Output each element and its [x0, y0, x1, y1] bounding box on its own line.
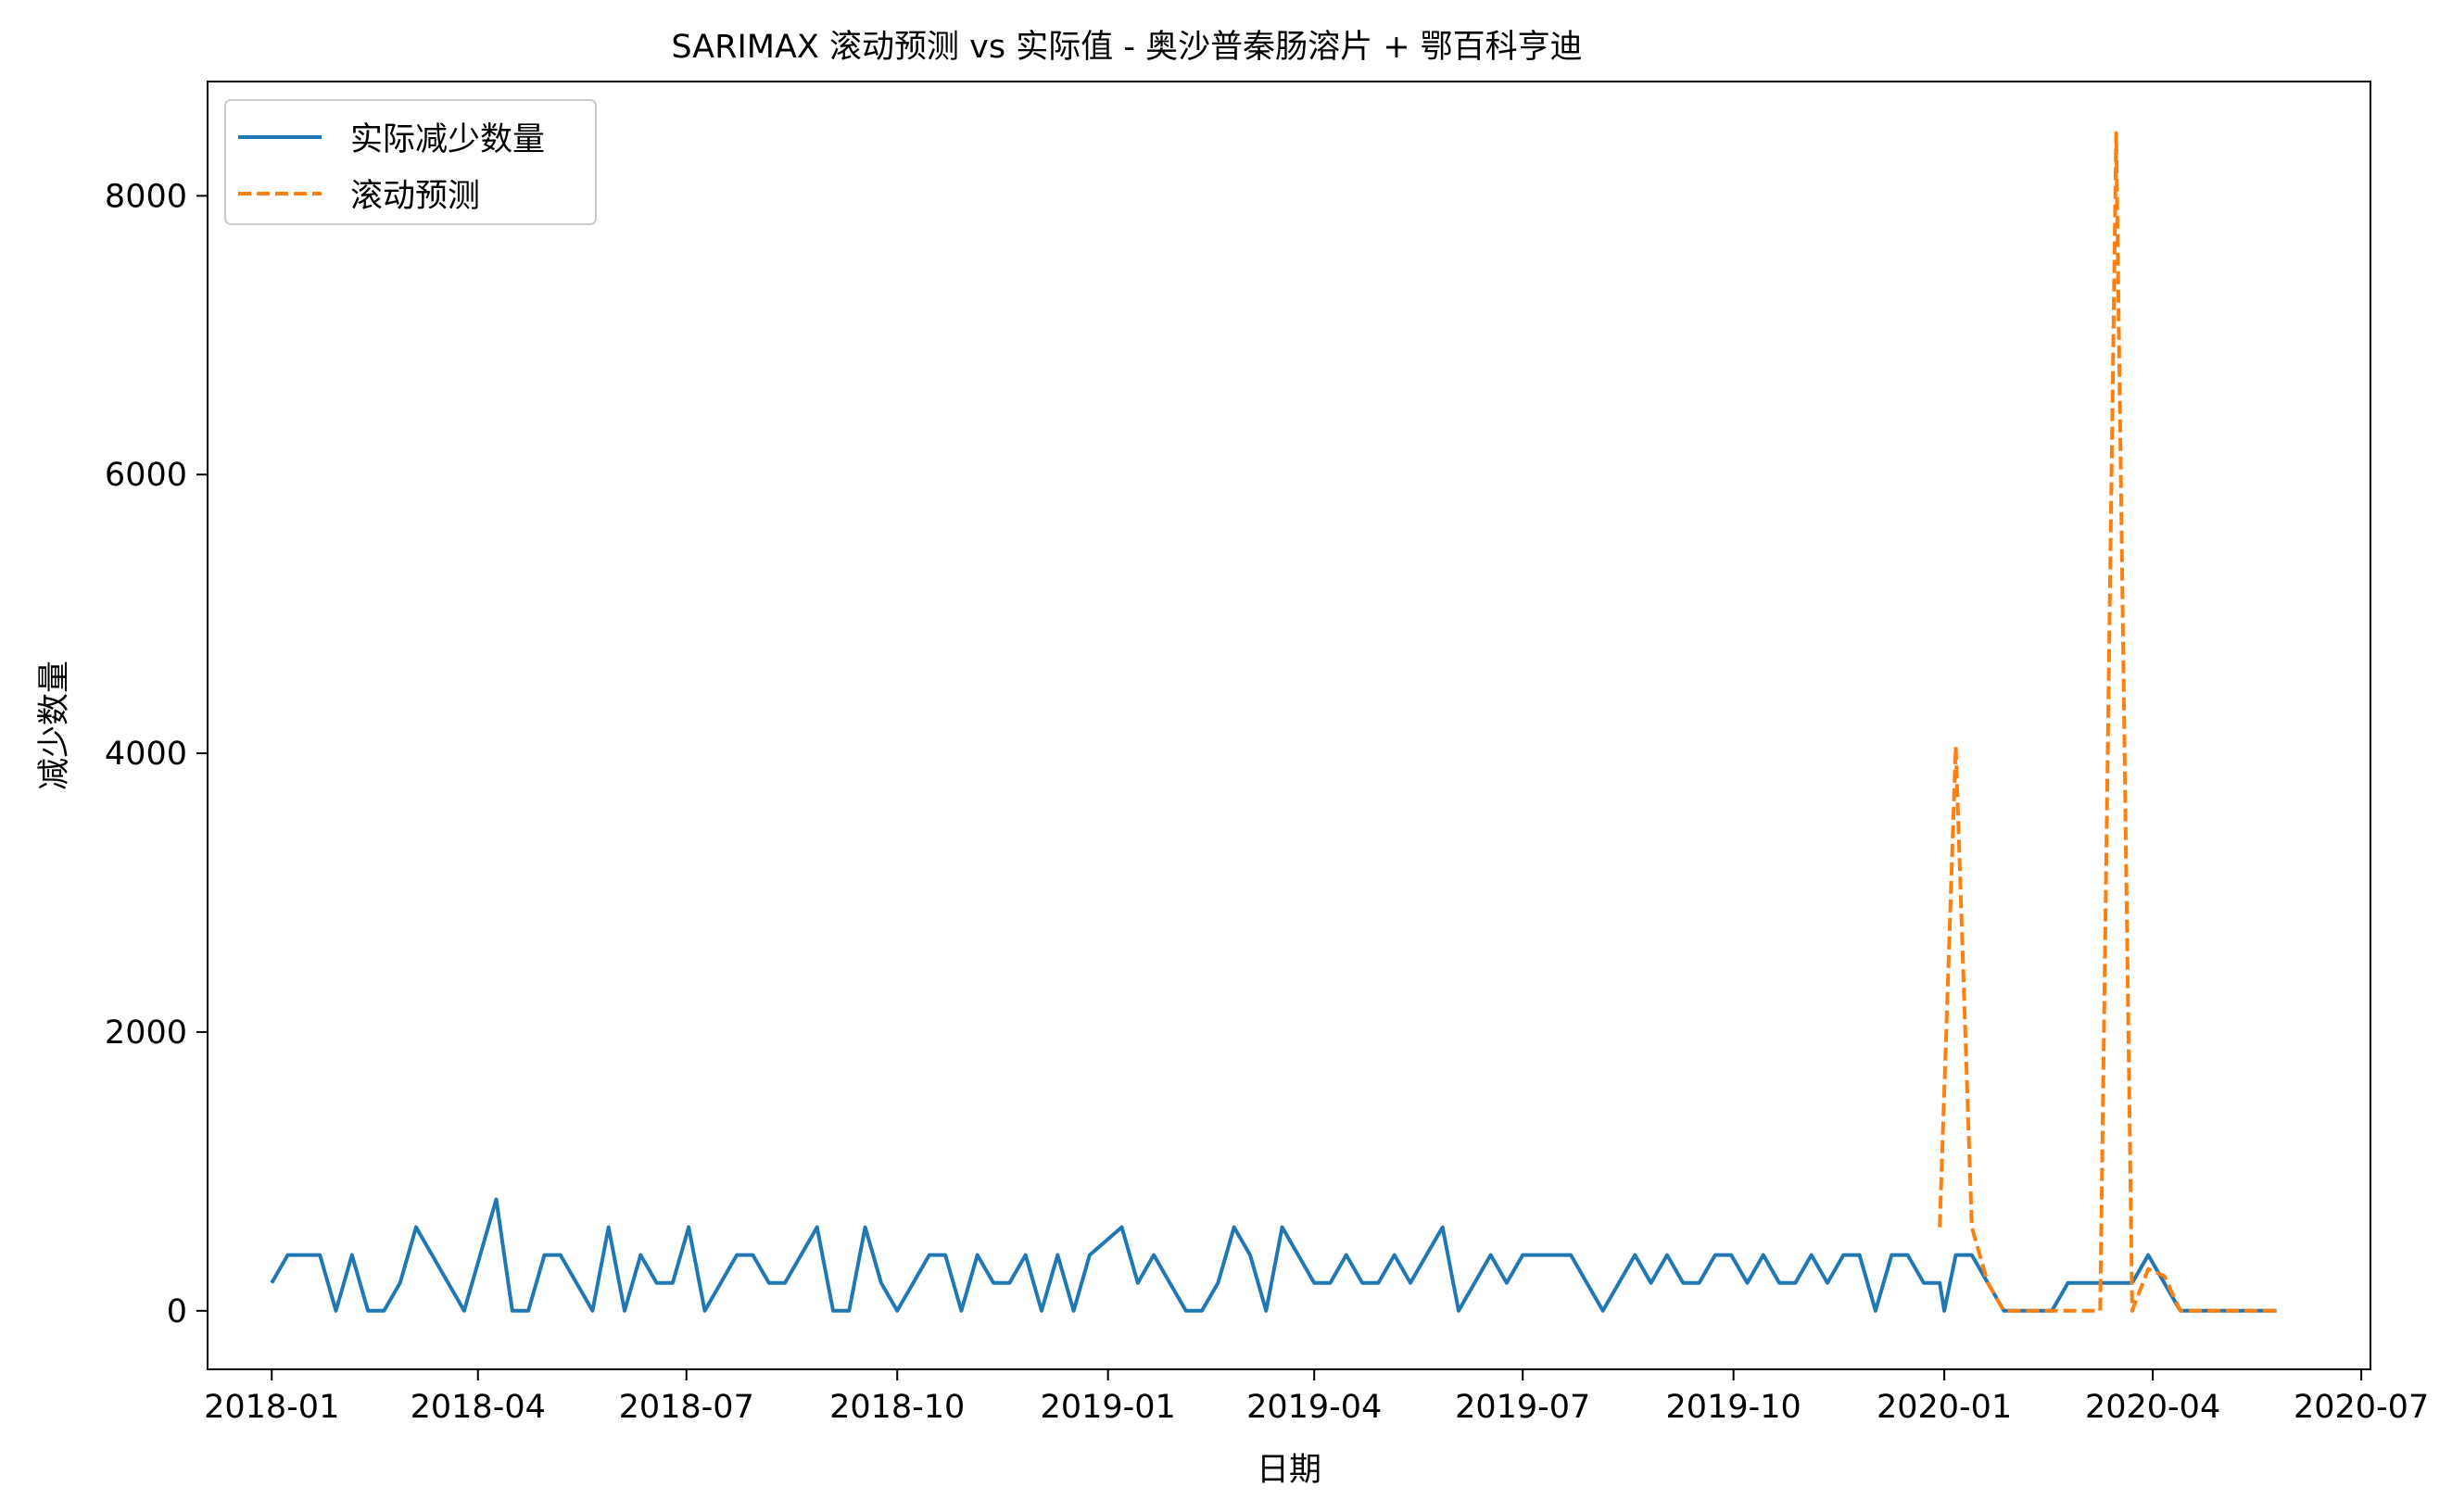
- y-tick-label: 6000: [105, 457, 187, 494]
- x-tick-label: 2020-07: [2294, 1389, 2429, 1426]
- x-tick-label: 2018-04: [411, 1389, 546, 1426]
- y-tick-label: 2000: [105, 1014, 187, 1052]
- legend-label-actual: 实际减少数量: [350, 121, 545, 158]
- x-tick-label: 2019-10: [1666, 1389, 1801, 1426]
- y-axis-label: 减少数量: [36, 661, 73, 790]
- series-line-0: [270, 1197, 2277, 1313]
- x-tick-label: 2018-01: [204, 1389, 339, 1426]
- series-line-1: [1938, 131, 2277, 1313]
- x-tick-label: 2019-04: [1246, 1389, 1382, 1426]
- x-tick-label: 2019-01: [1041, 1389, 1176, 1426]
- x-axis: 2018-01 2018-04 2018-07 2018-10 2019-01 2019-…: [204, 1369, 2429, 1426]
- plot-frame: [207, 81, 2371, 1370]
- x-tick-label: 2019-07: [1455, 1389, 1590, 1426]
- chart-title: SARIMAX 滚动预测 vs 实际值 - 奥沙普秦肠溶片 + 鄂百科亨迪: [671, 29, 1582, 66]
- x-tick-label: 2018-07: [619, 1389, 754, 1426]
- x-axis-label: 日期: [1257, 1452, 1321, 1489]
- y-axis: 0 2000 4000 6000 8000: [105, 178, 208, 1330]
- x-tick-label: 2020-01: [1877, 1389, 2012, 1426]
- y-tick-label: 8000: [105, 178, 187, 215]
- x-tick-label: 2018-10: [829, 1389, 965, 1426]
- legend: 实际减少数量 滚动预测: [224, 99, 597, 225]
- x-tick-label: 2020-04: [2085, 1389, 2220, 1426]
- y-tick-label: 4000: [105, 736, 187, 773]
- plot-area: [270, 131, 2277, 1313]
- y-tick-label: 0: [167, 1293, 187, 1330]
- legend-label-forecast: 滚动预测: [350, 178, 480, 215]
